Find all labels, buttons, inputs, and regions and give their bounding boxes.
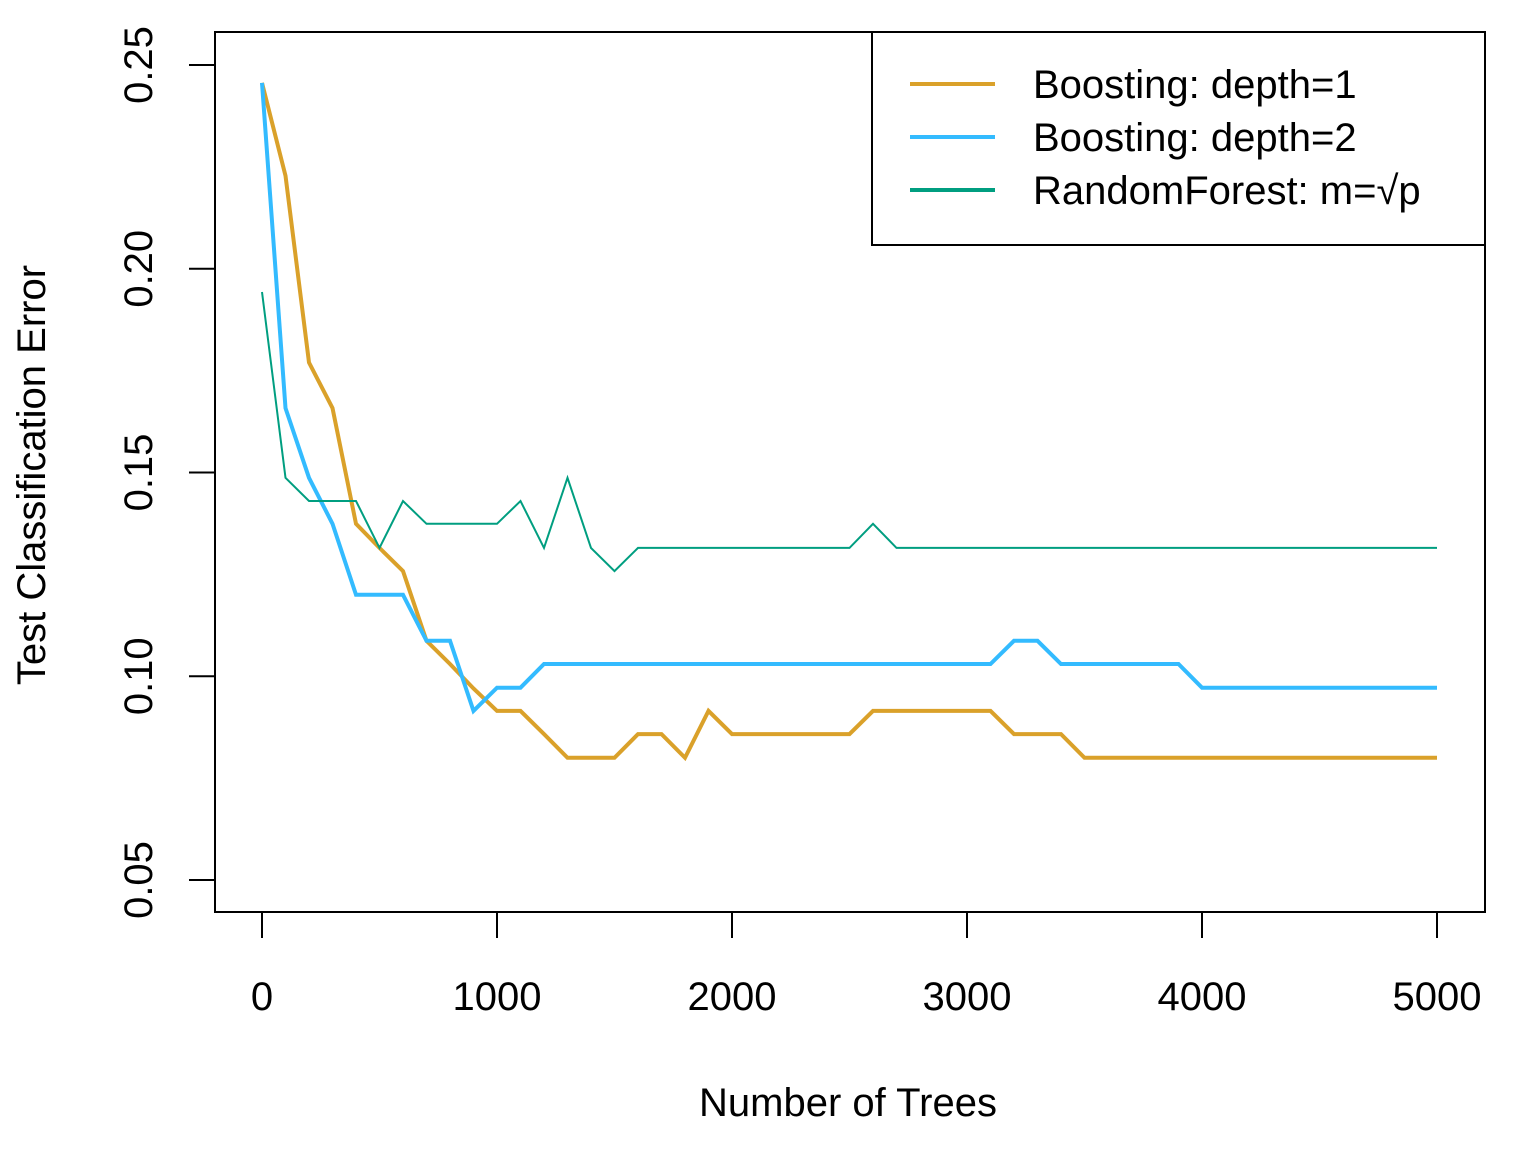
y-axis: 0.05 0.10 0.15 0.20 0.25 bbox=[117, 26, 216, 919]
y-tick-label: 0.20 bbox=[117, 230, 161, 308]
y-tick-label: 0.05 bbox=[117, 841, 161, 919]
x-tick-label: 5000 bbox=[1393, 975, 1482, 1019]
legend-label: Boosting: depth=1 bbox=[1033, 63, 1357, 107]
x-axis: 0 1000 2000 3000 4000 5000 bbox=[251, 911, 1482, 1019]
legend: Boosting: depth=1 Boosting: depth=2 Random… bbox=[871, 31, 1486, 246]
x-axis-label: Number of Trees bbox=[699, 1081, 997, 1125]
x-tick-label: 0 bbox=[251, 975, 273, 1019]
x-tick-label: 2000 bbox=[688, 975, 777, 1019]
legend-label: Boosting: depth=2 bbox=[1033, 116, 1357, 160]
y-tick-label: 0.15 bbox=[117, 434, 161, 512]
series-lines bbox=[260, 82, 1437, 762]
legend-label: RandomForest: m=√p bbox=[1033, 169, 1421, 213]
y-axis-label: Test Classification Error bbox=[10, 265, 54, 685]
series-line-2 bbox=[260, 82, 1437, 715]
y-tick-label: 0.25 bbox=[117, 26, 161, 104]
series-line-3 bbox=[261, 291, 1437, 573]
x-tick-label: 4000 bbox=[1158, 975, 1247, 1019]
x-tick-label: 1000 bbox=[453, 975, 542, 1019]
series-line-1 bbox=[260, 82, 1437, 762]
y-tick-label: 0.10 bbox=[117, 637, 161, 715]
x-tick-label: 3000 bbox=[923, 975, 1012, 1019]
